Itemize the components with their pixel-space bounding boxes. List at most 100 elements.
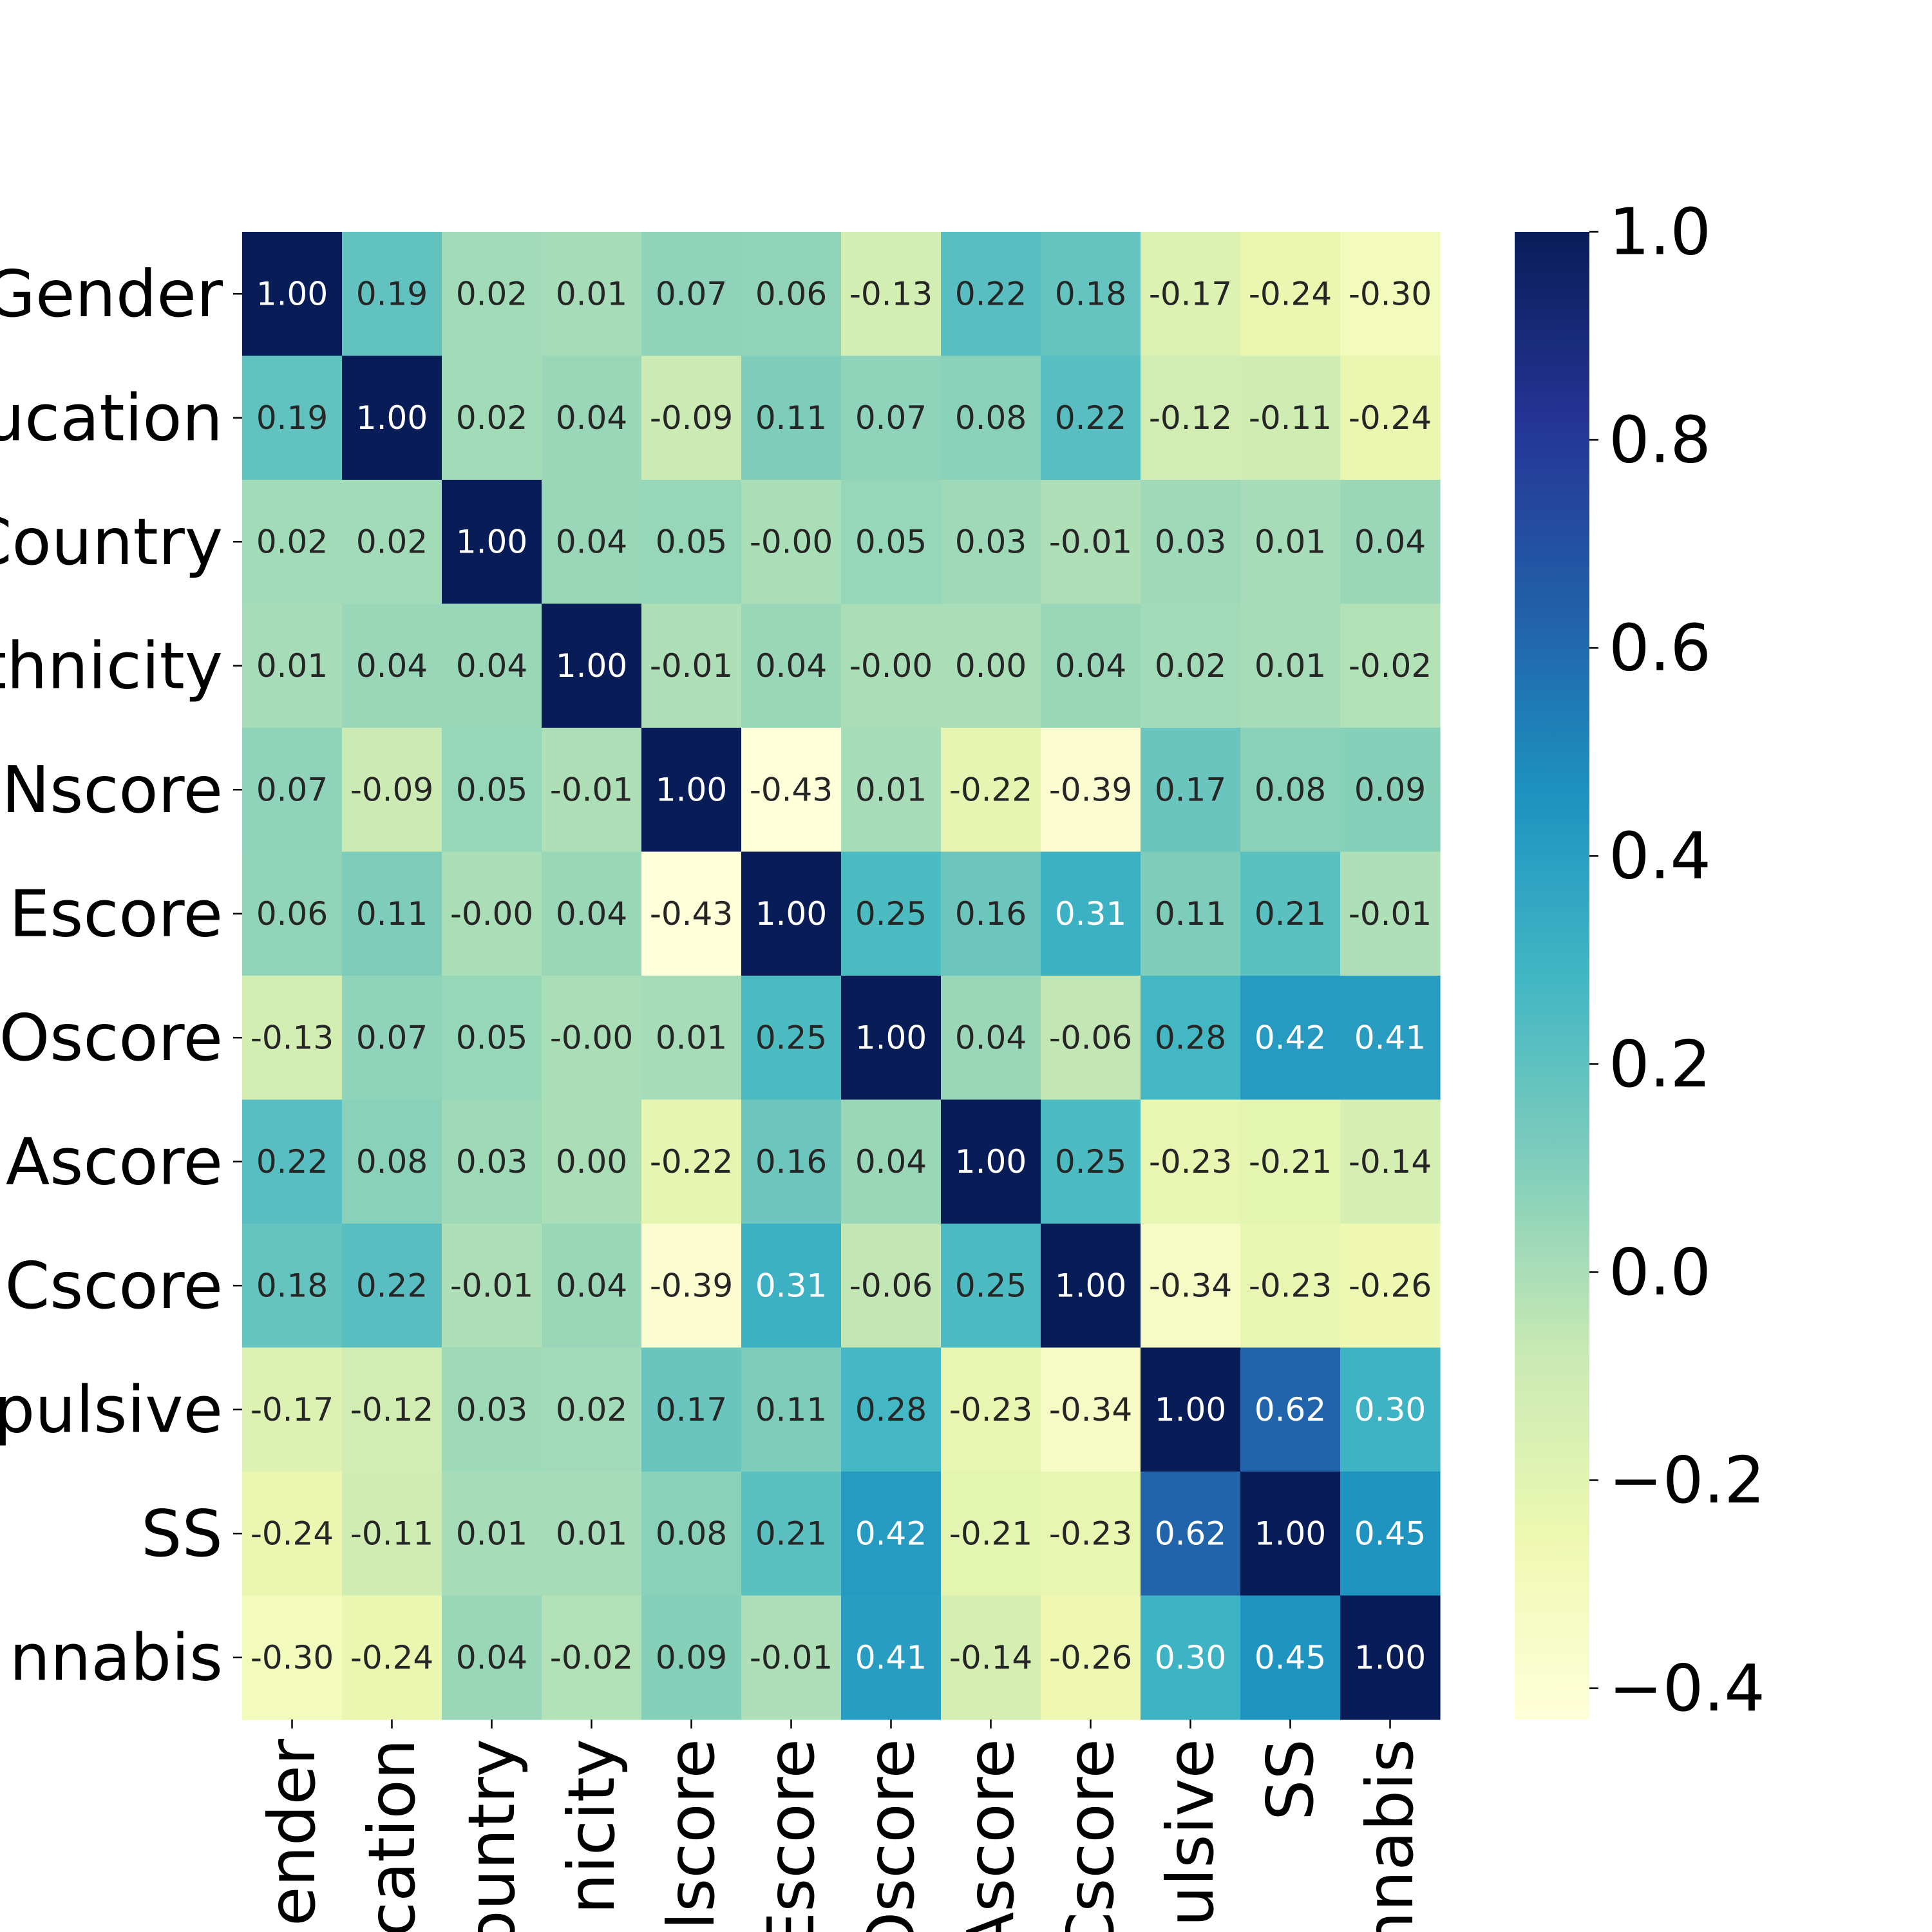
cell-annotation: 0.04 bbox=[955, 1019, 1027, 1056]
cell-annotation: 0.16 bbox=[955, 895, 1027, 933]
heatmap-cell bbox=[1240, 480, 1341, 605]
heatmap-cell bbox=[1141, 1347, 1241, 1472]
heatmap-cell bbox=[1041, 976, 1141, 1101]
heatmap-cell bbox=[342, 603, 442, 728]
cell-annotation: -0.01 bbox=[450, 1267, 533, 1304]
heatmap-cell bbox=[1240, 1472, 1341, 1596]
heatmap-cell bbox=[841, 1595, 942, 1720]
heatmap-cell bbox=[641, 1099, 742, 1224]
heatmap-cell bbox=[641, 851, 742, 976]
heatmap-cell bbox=[1041, 728, 1141, 853]
cell-annotation: 0.02 bbox=[356, 523, 428, 560]
column-label: ountry bbox=[454, 1739, 529, 1932]
cell-annotation: -0.09 bbox=[650, 399, 733, 437]
cell-annotation: 1.00 bbox=[855, 1019, 927, 1056]
cell-annotation: 0.02 bbox=[256, 523, 328, 560]
heatmap-cell bbox=[841, 851, 942, 976]
cell-annotation: 0.05 bbox=[656, 523, 727, 560]
heatmap-cell bbox=[841, 603, 942, 728]
cell-annotation: 0.42 bbox=[1255, 1019, 1326, 1056]
heatmap-cell bbox=[1340, 1595, 1441, 1720]
cell-annotation: 1.00 bbox=[755, 895, 827, 933]
cell-annotation: -0.24 bbox=[1249, 275, 1332, 312]
heatmap-cell bbox=[1340, 232, 1441, 357]
heatmap-cell bbox=[1340, 728, 1441, 853]
cell-annotation: 0.01 bbox=[1255, 647, 1326, 685]
heatmap-cell bbox=[242, 480, 343, 605]
cell-annotation: 0.08 bbox=[1255, 771, 1326, 808]
cell-annotation: 0.01 bbox=[556, 1515, 627, 1552]
heatmap-cell bbox=[342, 480, 442, 605]
cell-annotation: -0.02 bbox=[550, 1639, 633, 1676]
cell-annotation: 0.07 bbox=[656, 275, 727, 312]
heatmap-cell bbox=[941, 1595, 1041, 1720]
cell-annotation: 0.22 bbox=[256, 1143, 328, 1180]
heatmap-cell bbox=[442, 1472, 542, 1596]
cell-annotation: 0.17 bbox=[656, 1391, 727, 1428]
heatmap-cell bbox=[641, 1347, 742, 1472]
heatmap-cell bbox=[741, 976, 842, 1101]
heatmap-cell bbox=[741, 1595, 842, 1720]
row-label: thnicity bbox=[0, 628, 223, 703]
cell-annotation: 0.07 bbox=[855, 399, 927, 437]
cell-annotation: -0.23 bbox=[1049, 1515, 1132, 1552]
heatmap-cell bbox=[741, 728, 842, 853]
heatmap-cell bbox=[1240, 1099, 1341, 1224]
cell-annotation: -0.34 bbox=[1149, 1267, 1232, 1304]
row-label: Gender bbox=[0, 256, 223, 332]
cell-annotation: 0.31 bbox=[1055, 895, 1126, 933]
cell-annotation: 0.41 bbox=[855, 1639, 927, 1676]
heatmap-cell bbox=[1041, 1099, 1141, 1224]
heatmap-cell bbox=[1240, 976, 1341, 1101]
cell-annotation: -0.01 bbox=[1349, 895, 1432, 933]
heatmap-cell bbox=[542, 1347, 642, 1472]
cell-annotation: 0.25 bbox=[855, 895, 927, 933]
heatmap-cell bbox=[1141, 1595, 1241, 1720]
cell-annotation: 0.06 bbox=[256, 895, 328, 933]
cell-annotation: 0.07 bbox=[356, 1019, 428, 1056]
heatmap-cell bbox=[342, 1472, 442, 1596]
heatmap-cell bbox=[242, 603, 343, 728]
heatmap-cell bbox=[1141, 355, 1241, 480]
cell-annotation: 0.11 bbox=[1155, 895, 1226, 933]
heatmap-cell bbox=[1141, 976, 1241, 1101]
column-label: Ascore bbox=[953, 1739, 1028, 1932]
cell-annotation: -0.24 bbox=[251, 1515, 334, 1552]
cell-annotation: 0.28 bbox=[1155, 1019, 1226, 1056]
cell-annotation: 0.03 bbox=[955, 523, 1027, 560]
heatmap-cell bbox=[841, 1347, 942, 1472]
heatmap-cell bbox=[641, 603, 742, 728]
cell-annotation: -0.00 bbox=[849, 647, 933, 685]
heatmap-cell bbox=[342, 355, 442, 480]
cell-annotation: -0.14 bbox=[949, 1639, 1032, 1676]
cell-annotation: -0.14 bbox=[1349, 1143, 1432, 1180]
cell-annotation: -0.43 bbox=[650, 895, 733, 933]
heatmap-cell bbox=[342, 1099, 442, 1224]
cell-annotation: -0.30 bbox=[1349, 275, 1432, 312]
cell-annotation: 0.62 bbox=[1155, 1515, 1226, 1552]
heatmap-cell bbox=[1141, 728, 1241, 853]
heatmap-cell bbox=[941, 851, 1041, 976]
row-label: Country bbox=[0, 504, 223, 580]
cell-annotation: 0.41 bbox=[1354, 1019, 1426, 1056]
heatmap-cell bbox=[1240, 1347, 1341, 1472]
cell-annotation: -0.00 bbox=[550, 1019, 633, 1056]
heatmap-cell bbox=[242, 1347, 343, 1472]
heatmap-cell bbox=[1041, 232, 1141, 357]
cell-annotation: 0.11 bbox=[755, 399, 827, 437]
heatmap-cell bbox=[741, 480, 842, 605]
cell-annotation: 0.25 bbox=[755, 1019, 827, 1056]
heatmap-cell bbox=[1340, 355, 1441, 480]
heatmap-cell bbox=[342, 976, 442, 1101]
cell-annotation: -0.06 bbox=[1049, 1019, 1132, 1056]
cell-annotation: -0.34 bbox=[1049, 1391, 1132, 1428]
heatmap-cell bbox=[941, 480, 1041, 605]
cell-annotation: -0.23 bbox=[1249, 1267, 1332, 1304]
cell-annotation: 0.03 bbox=[456, 1391, 527, 1428]
cell-annotation: 0.04 bbox=[556, 1267, 627, 1304]
colorbar-tick-label: 1.0 bbox=[1609, 194, 1711, 270]
row-labels: Gender ucation Country thnicity Nscore Escore… bbox=[0, 256, 242, 1695]
heatmap-cell bbox=[1141, 232, 1241, 357]
cell-annotation: 0.11 bbox=[755, 1391, 827, 1428]
heatmap-cell bbox=[1041, 355, 1141, 480]
